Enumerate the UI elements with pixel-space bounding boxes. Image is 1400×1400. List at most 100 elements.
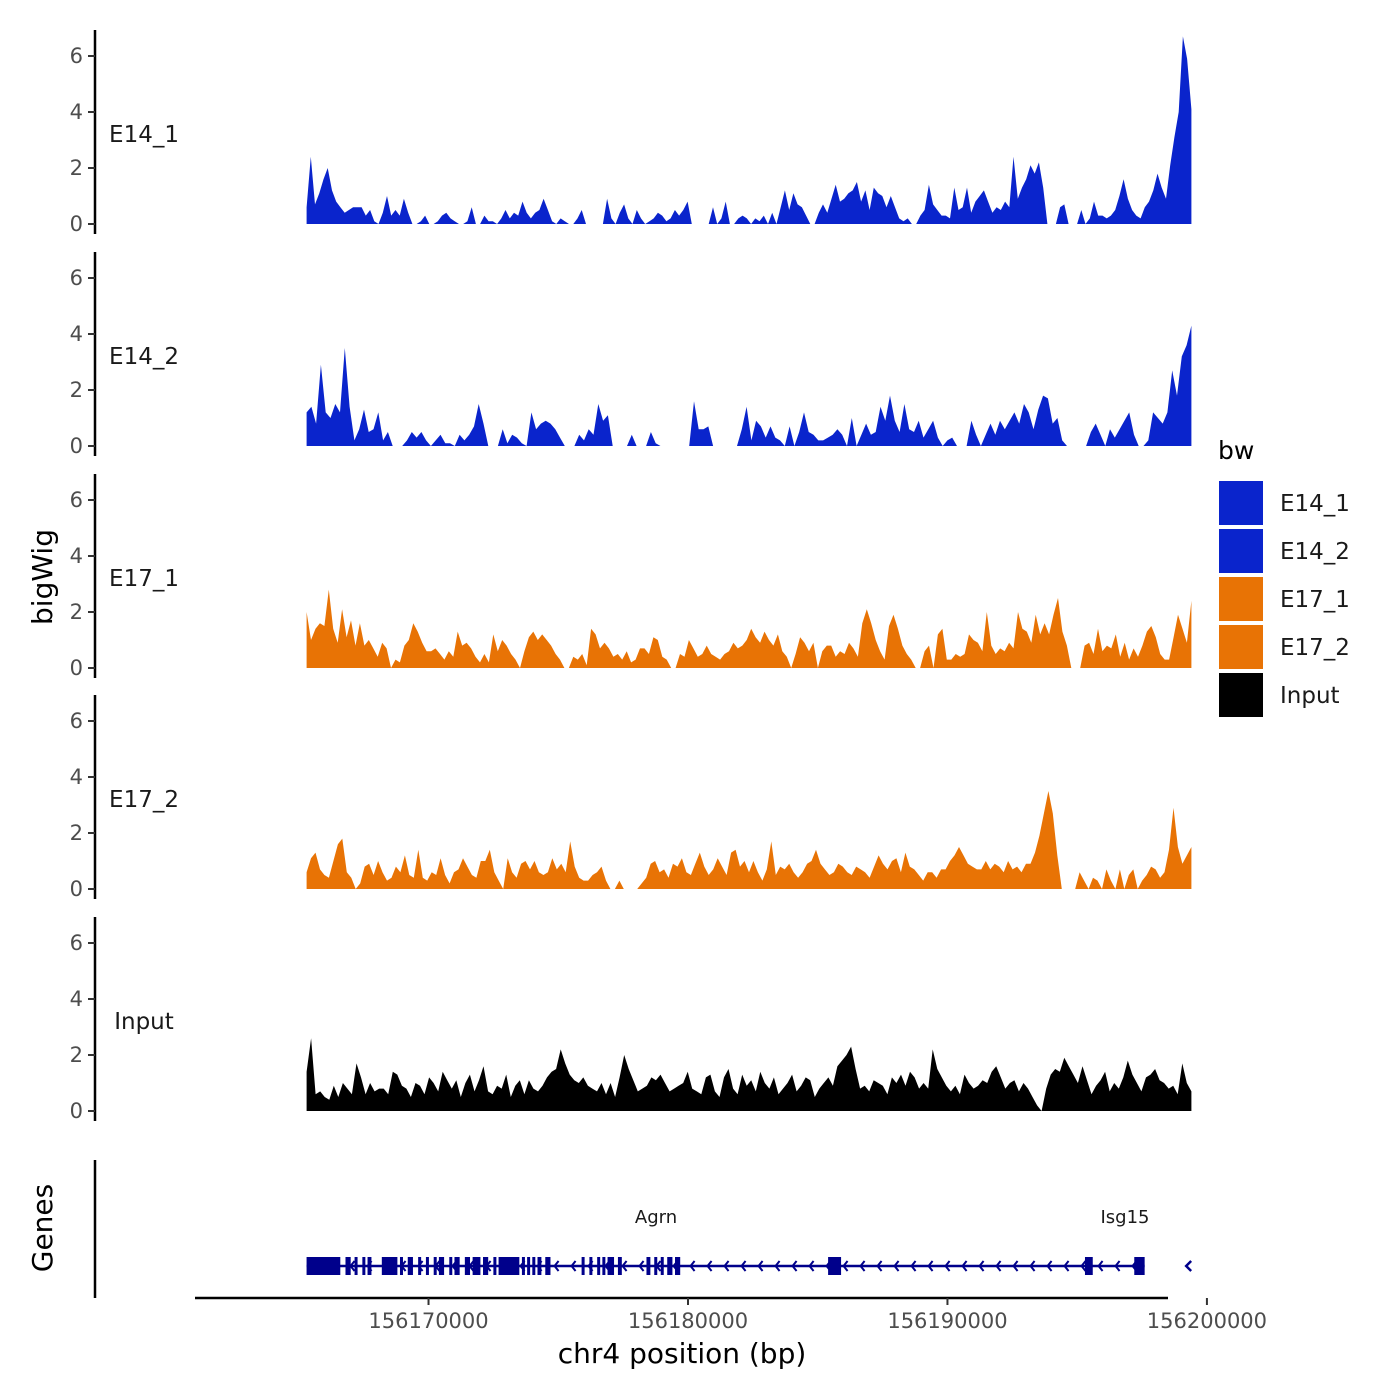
exon [483,1257,489,1275]
strand-arrow [1184,1260,1193,1272]
exon [472,1257,481,1275]
exon [425,1257,429,1275]
exon [381,1257,398,1275]
exon [399,1257,403,1275]
exon [493,1257,497,1275]
strand-arrow [842,1260,849,1272]
exon [438,1257,445,1275]
strand-arrow [740,1260,747,1272]
y-tick-label: 2 [70,1043,83,1067]
exon [675,1257,681,1275]
signal-area [306,325,1192,446]
y-tick-label: 0 [70,1099,83,1123]
y-tick-label: 6 [70,44,83,68]
y-tick-label: 4 [70,100,83,124]
strand-arrow [706,1260,713,1272]
exon [449,1257,453,1275]
exon [646,1257,651,1275]
legend-label: E14_2 [1280,539,1350,565]
strand-arrow [1046,1260,1053,1272]
legend: bw E14_1 E14_2 E17_1 E17_2 Input [1217,436,1350,719]
exon [498,1257,520,1275]
track-e14-2: 0 2 4 6 E14_2 [70,252,1192,458]
strand-arrow [1080,1260,1087,1272]
track-label: E14_2 [109,344,179,370]
y-tick-label: 6 [70,931,83,955]
strand-arrow [774,1260,781,1272]
y-tick-label: 4 [70,987,83,1011]
y-tick-label: 2 [70,821,83,845]
exon [828,1257,842,1275]
genes-axis-title: Genes [26,1184,59,1272]
x-tick-label: 156190000 [887,1309,1007,1333]
gene-isg15: Isg15 [1100,1207,1193,1272]
track-input: 0 2 4 6 Input [70,917,1192,1123]
strand-arrow [1012,1260,1019,1272]
exon [407,1257,413,1275]
exon [354,1257,358,1275]
y-tick-label: 2 [70,156,83,180]
legend-key [1217,671,1265,719]
exon [545,1257,551,1275]
signal-area [306,1038,1192,1111]
strand-arrow [723,1260,730,1272]
gene-track: Agrn Isg15 [93,1160,1193,1298]
x-tick-label: 156180000 [628,1309,748,1333]
y-tick-label: 4 [70,322,83,346]
strand-arrow [1029,1260,1036,1272]
x-tick-label: 156200000 [1147,1309,1267,1333]
exon [667,1257,673,1275]
exon [345,1257,351,1275]
strand-arrow [570,1260,577,1272]
strand-arrow [995,1260,1002,1272]
track-e17-1: 0 2 4 6 E17_1 [70,474,1192,680]
gene-label: Isg15 [1100,1207,1149,1228]
track-e14-1: 0 2 4 6 E14_1 [70,30,1192,236]
track-e17-2: 0 2 4 6 E17_2 [70,695,1192,901]
strand-arrow [876,1260,883,1272]
y-tick-label: 6 [70,709,83,733]
legend-key [1217,623,1265,671]
y-tick-label: 6 [70,266,83,290]
exon [589,1257,593,1275]
exon [367,1257,372,1275]
strand-arrow [791,1260,798,1272]
exon [433,1257,437,1275]
track-label: E17_2 [109,787,179,813]
legend-key [1217,575,1265,623]
x-axis: 156170000 156180000 156190000 156200000 [195,1296,1267,1333]
exon [454,1257,460,1275]
y-tick-label: 4 [70,544,83,568]
strand-arrow [961,1260,968,1272]
legend-title: bw [1218,436,1254,465]
strand-arrow [757,1260,764,1272]
track-label: E14_1 [109,122,179,148]
exon [602,1257,606,1275]
gene-label: Agrn [635,1207,677,1228]
signal-area [306,589,1192,668]
exon [464,1257,471,1275]
strand-arrow [893,1260,900,1272]
exon [1134,1257,1145,1275]
exon [1084,1257,1093,1275]
strand-arrow [689,1260,696,1272]
exon [607,1257,615,1275]
exon [521,1257,525,1275]
gene-agrn: Agrn [306,1207,1145,1275]
exon [660,1257,664,1275]
y-tick-label: 6 [70,488,83,512]
y-tick-label: 2 [70,600,83,624]
y-tick-label: 0 [70,656,83,680]
strand-arrow [859,1260,866,1272]
exon [532,1257,536,1275]
strand-arrow [1063,1260,1070,1272]
exon [617,1257,622,1275]
y-tick-label: 2 [70,378,83,402]
y-tick-label: 0 [70,212,83,236]
strand-arrow [808,1260,815,1272]
x-axis-title: chr4 position (bp) [558,1337,807,1370]
strand-arrow [944,1260,951,1272]
legend-label: E14_1 [1280,491,1350,517]
strand-arrow [638,1260,645,1272]
